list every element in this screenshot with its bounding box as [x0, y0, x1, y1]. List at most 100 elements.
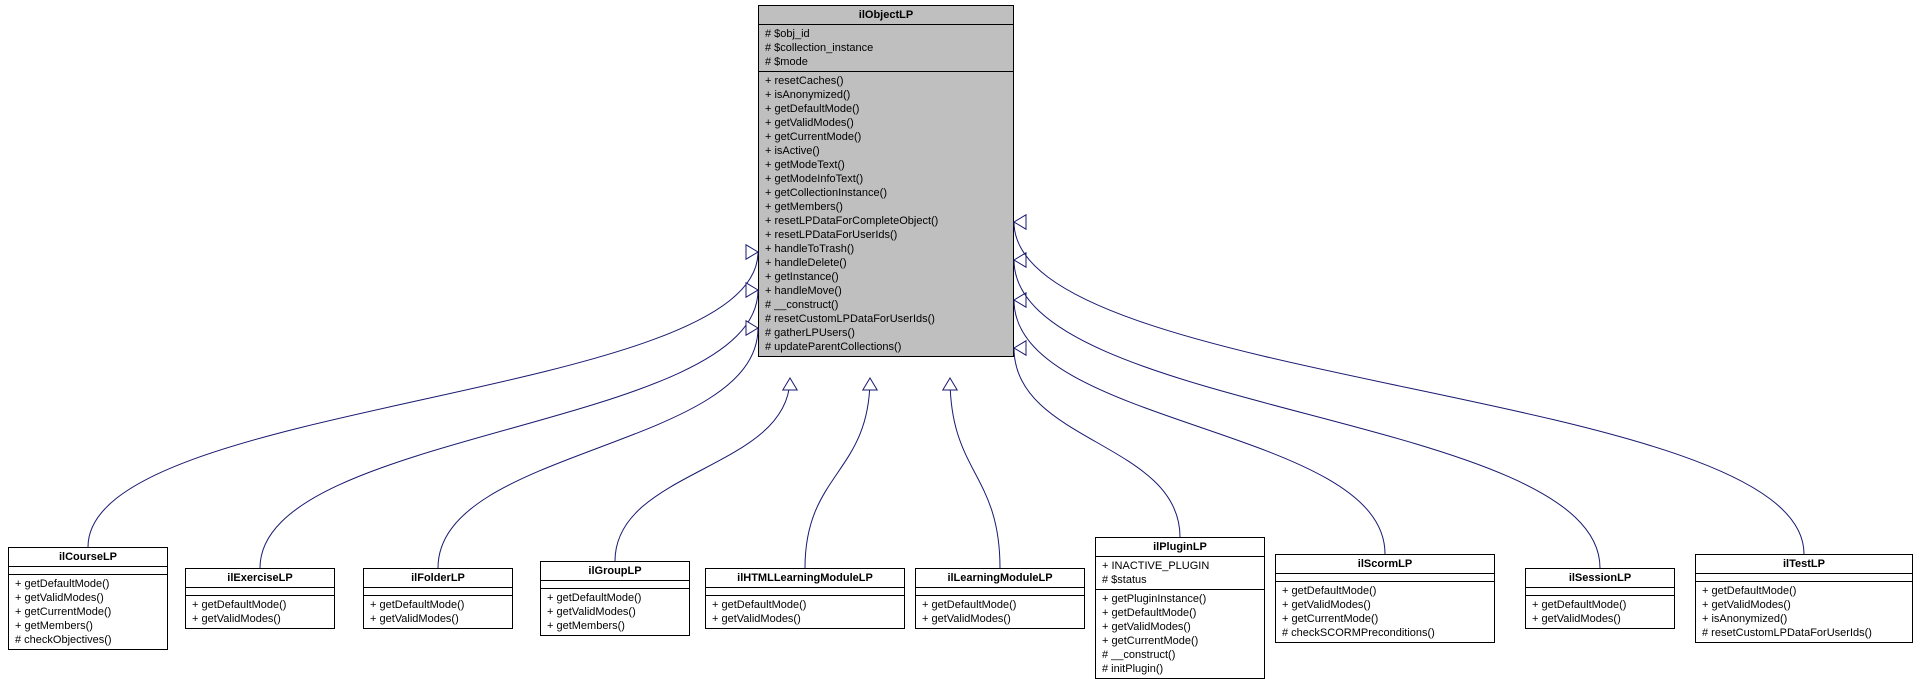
op-line: + getCurrentMode()	[1102, 634, 1258, 648]
class-folder[interactable]: ilFolderLP + getDefaultMode()+ getValidMo…	[363, 568, 513, 629]
inherit-edge	[1014, 300, 1385, 554]
op-line: + getDefaultMode()	[1702, 584, 1906, 598]
op-line: # checkObjectives()	[15, 633, 161, 647]
op-line: + getValidModes()	[192, 612, 328, 626]
op-line: + resetLPDataForCompleteObject()	[765, 214, 1007, 228]
class-title: ilScormLP	[1276, 555, 1494, 574]
op-line: + getCurrentMode()	[765, 130, 1007, 144]
op-line: + handleDelete()	[765, 256, 1007, 270]
inherit-arrow	[783, 378, 797, 390]
inherit-edge	[805, 378, 870, 568]
op-line: + getDefaultMode()	[922, 598, 1078, 612]
class-attrs: # $obj_id# $collection_instance# $mode	[759, 25, 1013, 72]
class-group[interactable]: ilGroupLP + getDefaultMode()+ getValidMod…	[540, 561, 690, 636]
op-line: + getCollectionInstance()	[765, 186, 1007, 200]
op-line: + getValidModes()	[712, 612, 898, 626]
op-line: + getValidModes()	[1282, 598, 1488, 612]
op-line: # initPlugin()	[1102, 662, 1258, 676]
class-attrs	[1696, 574, 1912, 582]
class-title: ilPluginLP	[1096, 538, 1264, 557]
op-line: # gatherLPUsers()	[765, 326, 1007, 340]
class-attrs	[541, 581, 689, 589]
op-line: + handleMove()	[765, 284, 1007, 298]
op-line: + getMembers()	[547, 619, 683, 633]
op-line: + getDefaultMode()	[1282, 584, 1488, 598]
class-title: ilFolderLP	[364, 569, 512, 588]
class-attrs: + INACTIVE_PLUGIN# $status	[1096, 557, 1264, 590]
op-line: # __construct()	[1102, 648, 1258, 662]
class-ops: + getDefaultMode()+ getValidModes()	[916, 596, 1084, 628]
op-line: + getValidModes()	[370, 612, 506, 626]
class-course[interactable]: ilCourseLP + getDefaultMode()+ getValidMo…	[8, 547, 168, 650]
class-ops: + resetCaches()+ isAnonymized()+ getDefa…	[759, 72, 1013, 356]
class-attrs	[1526, 588, 1674, 596]
class-attrs	[1276, 574, 1494, 582]
class-title: ilGroupLP	[541, 562, 689, 581]
op-line: + getInstance()	[765, 270, 1007, 284]
op-line: + getDefaultMode()	[765, 102, 1007, 116]
op-line: + handleToTrash()	[765, 242, 1007, 256]
class-title: ilTestLP	[1696, 555, 1912, 574]
op-line: + getDefaultMode()	[547, 591, 683, 605]
op-line: + getDefaultMode()	[712, 598, 898, 612]
attr-line: # $obj_id	[765, 27, 1007, 41]
inherit-edge	[950, 378, 1000, 568]
op-line: + getModeText()	[765, 158, 1007, 172]
class-attrs	[364, 588, 512, 596]
op-line: + getCurrentMode()	[1282, 612, 1488, 626]
inherit-edge	[260, 290, 758, 568]
class-ops: + getDefaultMode()+ getValidModes()	[364, 596, 512, 628]
class-exercise[interactable]: ilExerciseLP + getDefaultMode()+ getValid…	[185, 568, 335, 629]
inherit-arrow	[1014, 293, 1026, 307]
class-session[interactable]: ilSessionLP+ getDefaultMode()+ getValidM…	[1525, 568, 1675, 629]
inherit-edge	[615, 378, 790, 561]
op-line: # resetCustomLPDataForUserIds()	[1702, 626, 1906, 640]
inherit-edge	[88, 252, 758, 547]
class-title: ilExerciseLP	[186, 569, 334, 588]
class-ops: + getDefaultMode()+ getValidModes()	[1526, 596, 1674, 628]
op-line: + getMembers()	[15, 619, 161, 633]
op-line: + isAnonymized()	[765, 88, 1007, 102]
class-test[interactable]: ilTestLP + getDefaultMode()+ getValidMode…	[1695, 554, 1913, 643]
op-line: + getDefaultMode()	[1532, 598, 1668, 612]
op-line: + getMembers()	[765, 200, 1007, 214]
class-attrs	[9, 567, 167, 575]
inherit-arrow	[1014, 341, 1026, 355]
op-line: + getValidModes()	[1702, 598, 1906, 612]
op-line: + getValidModes()	[15, 591, 161, 605]
inherit-arrow	[1014, 215, 1026, 229]
op-line: + getDefaultMode()	[15, 577, 161, 591]
op-line: + getDefaultMode()	[192, 598, 328, 612]
op-line: # resetCustomLPDataForUserIds()	[765, 312, 1007, 326]
op-line: + getModeInfoText()	[765, 172, 1007, 186]
class-parent[interactable]: ilObjectLP# $obj_id# $collection_instanc…	[758, 5, 1014, 357]
class-html[interactable]: ilHTMLLearningModuleLP + getDefaultMode()…	[705, 568, 905, 629]
class-title: ilHTMLLearningModuleLP	[706, 569, 904, 588]
inherit-edge	[1014, 260, 1600, 568]
op-line: + getValidModes()	[922, 612, 1078, 626]
op-line: # updateParentCollections()	[765, 340, 1007, 354]
op-line: + getPluginInstance()	[1102, 592, 1258, 606]
attr-line: + INACTIVE_PLUGIN	[1102, 559, 1258, 573]
class-title: ilCourseLP	[9, 548, 167, 567]
class-plugin[interactable]: ilPluginLP+ INACTIVE_PLUGIN# $status + ge…	[1095, 537, 1265, 679]
class-attrs	[186, 588, 334, 596]
attr-line: # $mode	[765, 55, 1007, 69]
class-learn[interactable]: ilLearningModuleLP + getDefaultMode()+ ge…	[915, 568, 1085, 629]
class-title: ilLearningModuleLP	[916, 569, 1084, 588]
op-line: + getValidModes()	[547, 605, 683, 619]
class-attrs	[706, 588, 904, 596]
class-scorm[interactable]: ilScormLP + getDefaultMode()+ getValidMod…	[1275, 554, 1495, 643]
op-line: # checkSCORMPreconditions()	[1282, 626, 1488, 640]
op-line: + getValidModes()	[1532, 612, 1668, 626]
inherit-edge	[438, 328, 758, 568]
class-ops: + getDefaultMode()+ getValidModes()+ get…	[1276, 582, 1494, 642]
class-ops: + getDefaultMode()+ getValidModes()	[186, 596, 334, 628]
op-line: + getValidModes()	[1102, 620, 1258, 634]
class-ops: + getDefaultMode()+ getValidModes()+ isA…	[1696, 582, 1912, 642]
inherit-arrow	[746, 283, 758, 297]
op-line: + getValidModes()	[765, 116, 1007, 130]
class-ops: + getDefaultMode()+ getValidModes()+ get…	[9, 575, 167, 649]
inherit-arrow	[943, 378, 957, 390]
op-line: + getCurrentMode()	[15, 605, 161, 619]
